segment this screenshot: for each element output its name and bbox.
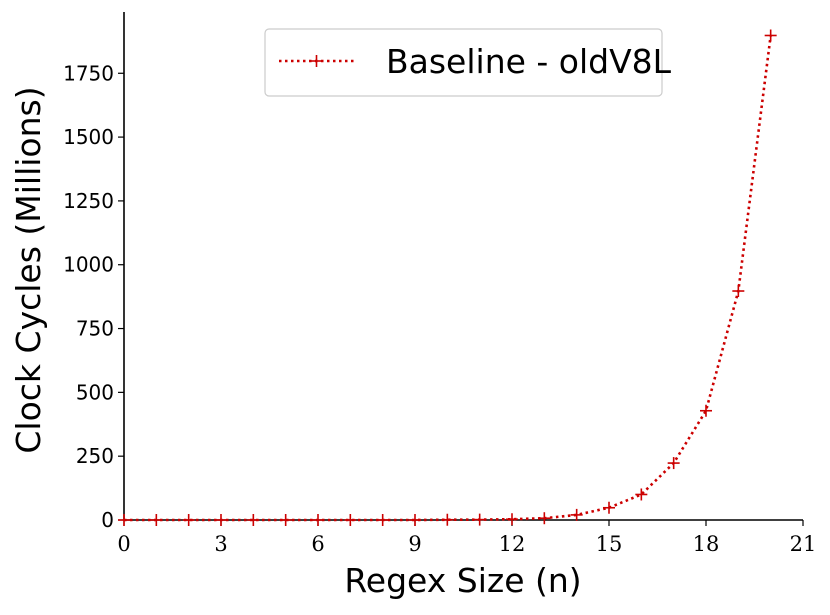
- y-tick-label: 1750: [63, 61, 114, 85]
- y-tick-label: 250: [76, 444, 114, 468]
- data-point: [764, 29, 777, 42]
- series-layer: [118, 29, 777, 526]
- data-point: [700, 404, 712, 417]
- x-axis-title: Regex Size (n): [344, 561, 581, 600]
- y-tick-label: 1000: [63, 253, 114, 277]
- data-point: [667, 457, 680, 470]
- x-tick-label: 9: [408, 532, 421, 556]
- data-point: [473, 513, 486, 526]
- data-point: [635, 488, 648, 501]
- data-point: [538, 512, 551, 525]
- x-tick-label: 6: [311, 532, 324, 556]
- legend: Baseline - oldV8L: [264, 28, 672, 97]
- y-tick-label: 750: [76, 317, 114, 341]
- data-point: [376, 514, 389, 526]
- y-tick-label: 1250: [63, 189, 114, 213]
- data-point: [182, 514, 195, 526]
- y-tick-label: 0: [101, 508, 114, 532]
- y-ticks: 0 250 500 750 1000 1250 1500 1750: [63, 61, 124, 532]
- axes: [123, 12, 803, 521]
- x-tick-label: 15: [596, 532, 623, 556]
- data-point: [409, 514, 421, 526]
- data-point: [344, 514, 357, 526]
- data-point: [118, 514, 130, 526]
- data-point: [506, 513, 518, 526]
- y-tick-label: 500: [76, 380, 114, 404]
- x-tick-label: 3: [214, 532, 227, 556]
- data-point: [150, 514, 163, 526]
- x-ticks: 0 3 6 9 12 15 18 21: [117, 520, 816, 556]
- data-point: [441, 513, 454, 526]
- series-line: [124, 35, 772, 522]
- data-point: [279, 514, 292, 526]
- y-axis-title: Clock Cycles (Millions): [9, 86, 48, 453]
- data-point: [570, 508, 583, 521]
- data-point: [215, 514, 227, 526]
- x-tick-label: 18: [693, 532, 720, 556]
- data-point: [603, 501, 615, 514]
- legend-label: Baseline - oldV8L: [386, 42, 672, 81]
- x-tick-label: 12: [499, 532, 526, 556]
- y-tick-label: 1500: [63, 125, 114, 149]
- data-point: [312, 514, 324, 526]
- x-tick-label: 0: [117, 532, 130, 556]
- legend-marker: [310, 55, 323, 67]
- data-point: [732, 285, 745, 298]
- x-tick-label: 21: [790, 532, 817, 556]
- legend-box: [264, 28, 663, 97]
- data-point: [247, 514, 260, 526]
